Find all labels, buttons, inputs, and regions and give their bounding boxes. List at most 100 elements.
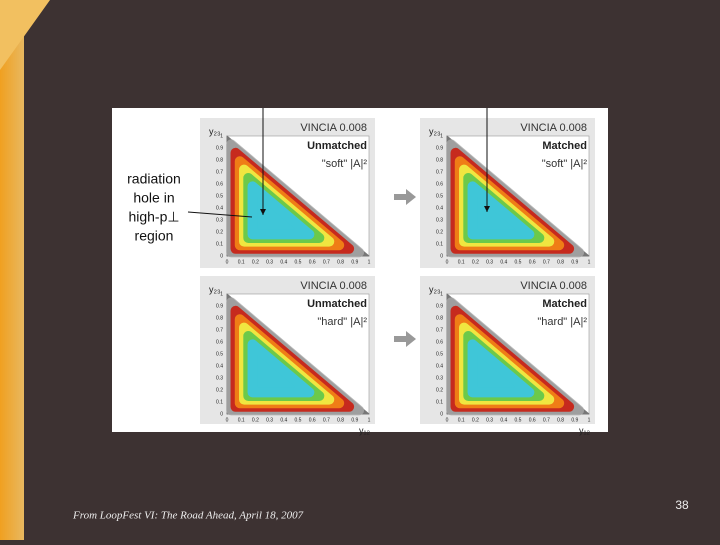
x-tick-label: 0	[226, 259, 229, 265]
x-tick-label: 0.8	[557, 417, 564, 423]
heatmap-band	[467, 339, 535, 398]
x-tick-label: 0.5	[295, 417, 302, 423]
annotation-line: high-p⊥	[128, 209, 179, 225]
x-tick-label: 0.2	[252, 417, 259, 423]
annotation-line: region	[135, 228, 174, 244]
y-tick-label: 0.4	[216, 205, 223, 211]
x-tick-label: 0.1	[238, 259, 245, 265]
plot-panel: 00 0.1 0.1 0.2 0.2 0.3 0.3 0.4 0.4 0.5 0.5 0.6 0.6 0.…	[200, 276, 375, 435]
matching-label: Matched	[542, 298, 587, 310]
x-tick-label: 0.7	[323, 259, 330, 265]
x-tick-label: 1	[368, 259, 371, 265]
x-tick-label: 0.1	[458, 417, 465, 423]
y-tick-label: 0.7	[216, 327, 223, 333]
x-tick-label: 1	[588, 259, 591, 265]
x-tick-label: 0	[446, 259, 449, 265]
matching-label: Unmatched	[307, 140, 367, 152]
x-tick-label: 0.6	[309, 417, 316, 423]
x-tick-label: 0.3	[486, 417, 493, 423]
x-tick-label: 0.5	[295, 259, 302, 265]
matching-label: Matched	[542, 140, 587, 152]
y-tick-label: 0.8	[216, 157, 223, 163]
y-tick-label: 0.3	[436, 375, 443, 381]
heatmap-band	[247, 181, 315, 240]
x-tick-label: 0.7	[543, 259, 550, 265]
x-tick-label: 0.4	[280, 417, 287, 423]
annotation: radiation hole in high-p⊥ region	[127, 171, 181, 244]
y-tick-label: 0.9	[216, 303, 223, 309]
y-tick-label: 0	[220, 253, 223, 259]
y-tick-label: 0.3	[216, 375, 223, 381]
pointer-line	[187, 211, 253, 218]
x-tick-label: 0.4	[280, 259, 287, 265]
pointer-head	[484, 206, 490, 212]
generator-label: VINCIA 0.008	[300, 280, 367, 292]
y-tick-label: 1	[220, 291, 223, 297]
y-tick-label: 0.7	[216, 169, 223, 175]
y-tick-label: 1	[440, 133, 443, 139]
x-tick-label: 0.9	[351, 417, 358, 423]
transition-arrow	[394, 189, 416, 205]
x-tick-label: 0.4	[500, 417, 507, 423]
ansatz-label: "soft" |A|²	[542, 158, 588, 170]
x-tick-label: 0.8	[337, 259, 344, 265]
y-tick-label: 0.7	[436, 169, 443, 175]
y-tick-label: 0	[440, 253, 443, 259]
y-axis-label: y₂₃	[209, 126, 221, 136]
y-tick-label: 0.6	[436, 339, 443, 345]
y-tick-label: 0.3	[436, 217, 443, 223]
y-axis-label: y₂₃	[429, 284, 441, 294]
annotation-line: radiation	[127, 171, 181, 187]
x-tick-label: 0.1	[238, 417, 245, 423]
x-tick-label: 1	[588, 417, 591, 423]
y-tick-label: 0.4	[436, 205, 443, 211]
footer-source: From LoopFest VI: The Road Ahead, April …	[72, 510, 304, 522]
x-tick-label: 0.9	[351, 259, 358, 265]
y-tick-label: 0.1	[216, 399, 223, 405]
x-tick-label: 0.8	[557, 259, 564, 265]
plot-panel: 00 0.1 0.1 0.2 0.2 0.3 0.3 0.4 0.4 0.5 0.5 0.6 0.6 0.…	[420, 118, 595, 268]
x-tick-label: 0.8	[337, 417, 344, 423]
x-tick-label: 1	[368, 417, 371, 423]
annotation-line: hole in	[133, 190, 174, 206]
y-tick-label: 1	[220, 133, 223, 139]
y-tick-label: 0.9	[436, 303, 443, 309]
y-tick-label: 0.4	[436, 363, 443, 369]
y-tick-label: 0.8	[436, 315, 443, 321]
y-tick-label: 0.9	[216, 145, 223, 151]
y-tick-label: 0.2	[436, 387, 443, 393]
x-tick-label: 0.9	[571, 259, 578, 265]
generator-label: VINCIA 0.008	[520, 122, 587, 134]
generator-label: VINCIA 0.008	[520, 280, 587, 292]
y-tick-label: 0.1	[436, 241, 443, 247]
y-tick-label: 0.7	[436, 327, 443, 333]
y-tick-label: 0.4	[216, 363, 223, 369]
x-tick-label: 0.4	[500, 259, 507, 265]
transition-arrow	[394, 331, 416, 347]
y-tick-label: 0.2	[216, 387, 223, 393]
y-axis-label: y₂₃	[429, 126, 441, 136]
x-tick-label: 0.7	[543, 417, 550, 423]
x-tick-label: 0.5	[515, 417, 522, 423]
heatmap-band	[467, 181, 535, 240]
x-tick-label: 0.6	[309, 259, 316, 265]
x-tick-label: 0.6	[529, 417, 536, 423]
ansatz-label: "hard" |A|²	[317, 316, 367, 328]
ansatz-label: "soft" |A|²	[322, 158, 368, 170]
x-tick-label: 0.9	[571, 417, 578, 423]
y-tick-label: 0.5	[216, 351, 223, 357]
y-tick-label: 0.2	[436, 229, 443, 235]
x-tick-label: 0	[226, 417, 229, 423]
plot-panel: 00 0.1 0.1 0.2 0.2 0.3 0.3 0.4 0.4 0.5 0.5 0.6 0.6 0.…	[420, 276, 595, 435]
page-number: 38	[675, 498, 689, 512]
x-tick-label: 0	[446, 417, 449, 423]
generator-label: VINCIA 0.008	[300, 122, 367, 134]
y-tick-label: 0.6	[216, 181, 223, 187]
corner-accent	[0, 0, 50, 70]
y-tick-label: 0.1	[216, 241, 223, 247]
heatmap-band	[247, 339, 315, 398]
y-tick-label: 0.5	[216, 193, 223, 199]
matching-label: Unmatched	[307, 298, 367, 310]
x-tick-label: 0.2	[472, 417, 479, 423]
x-tick-label: 0.2	[472, 259, 479, 265]
